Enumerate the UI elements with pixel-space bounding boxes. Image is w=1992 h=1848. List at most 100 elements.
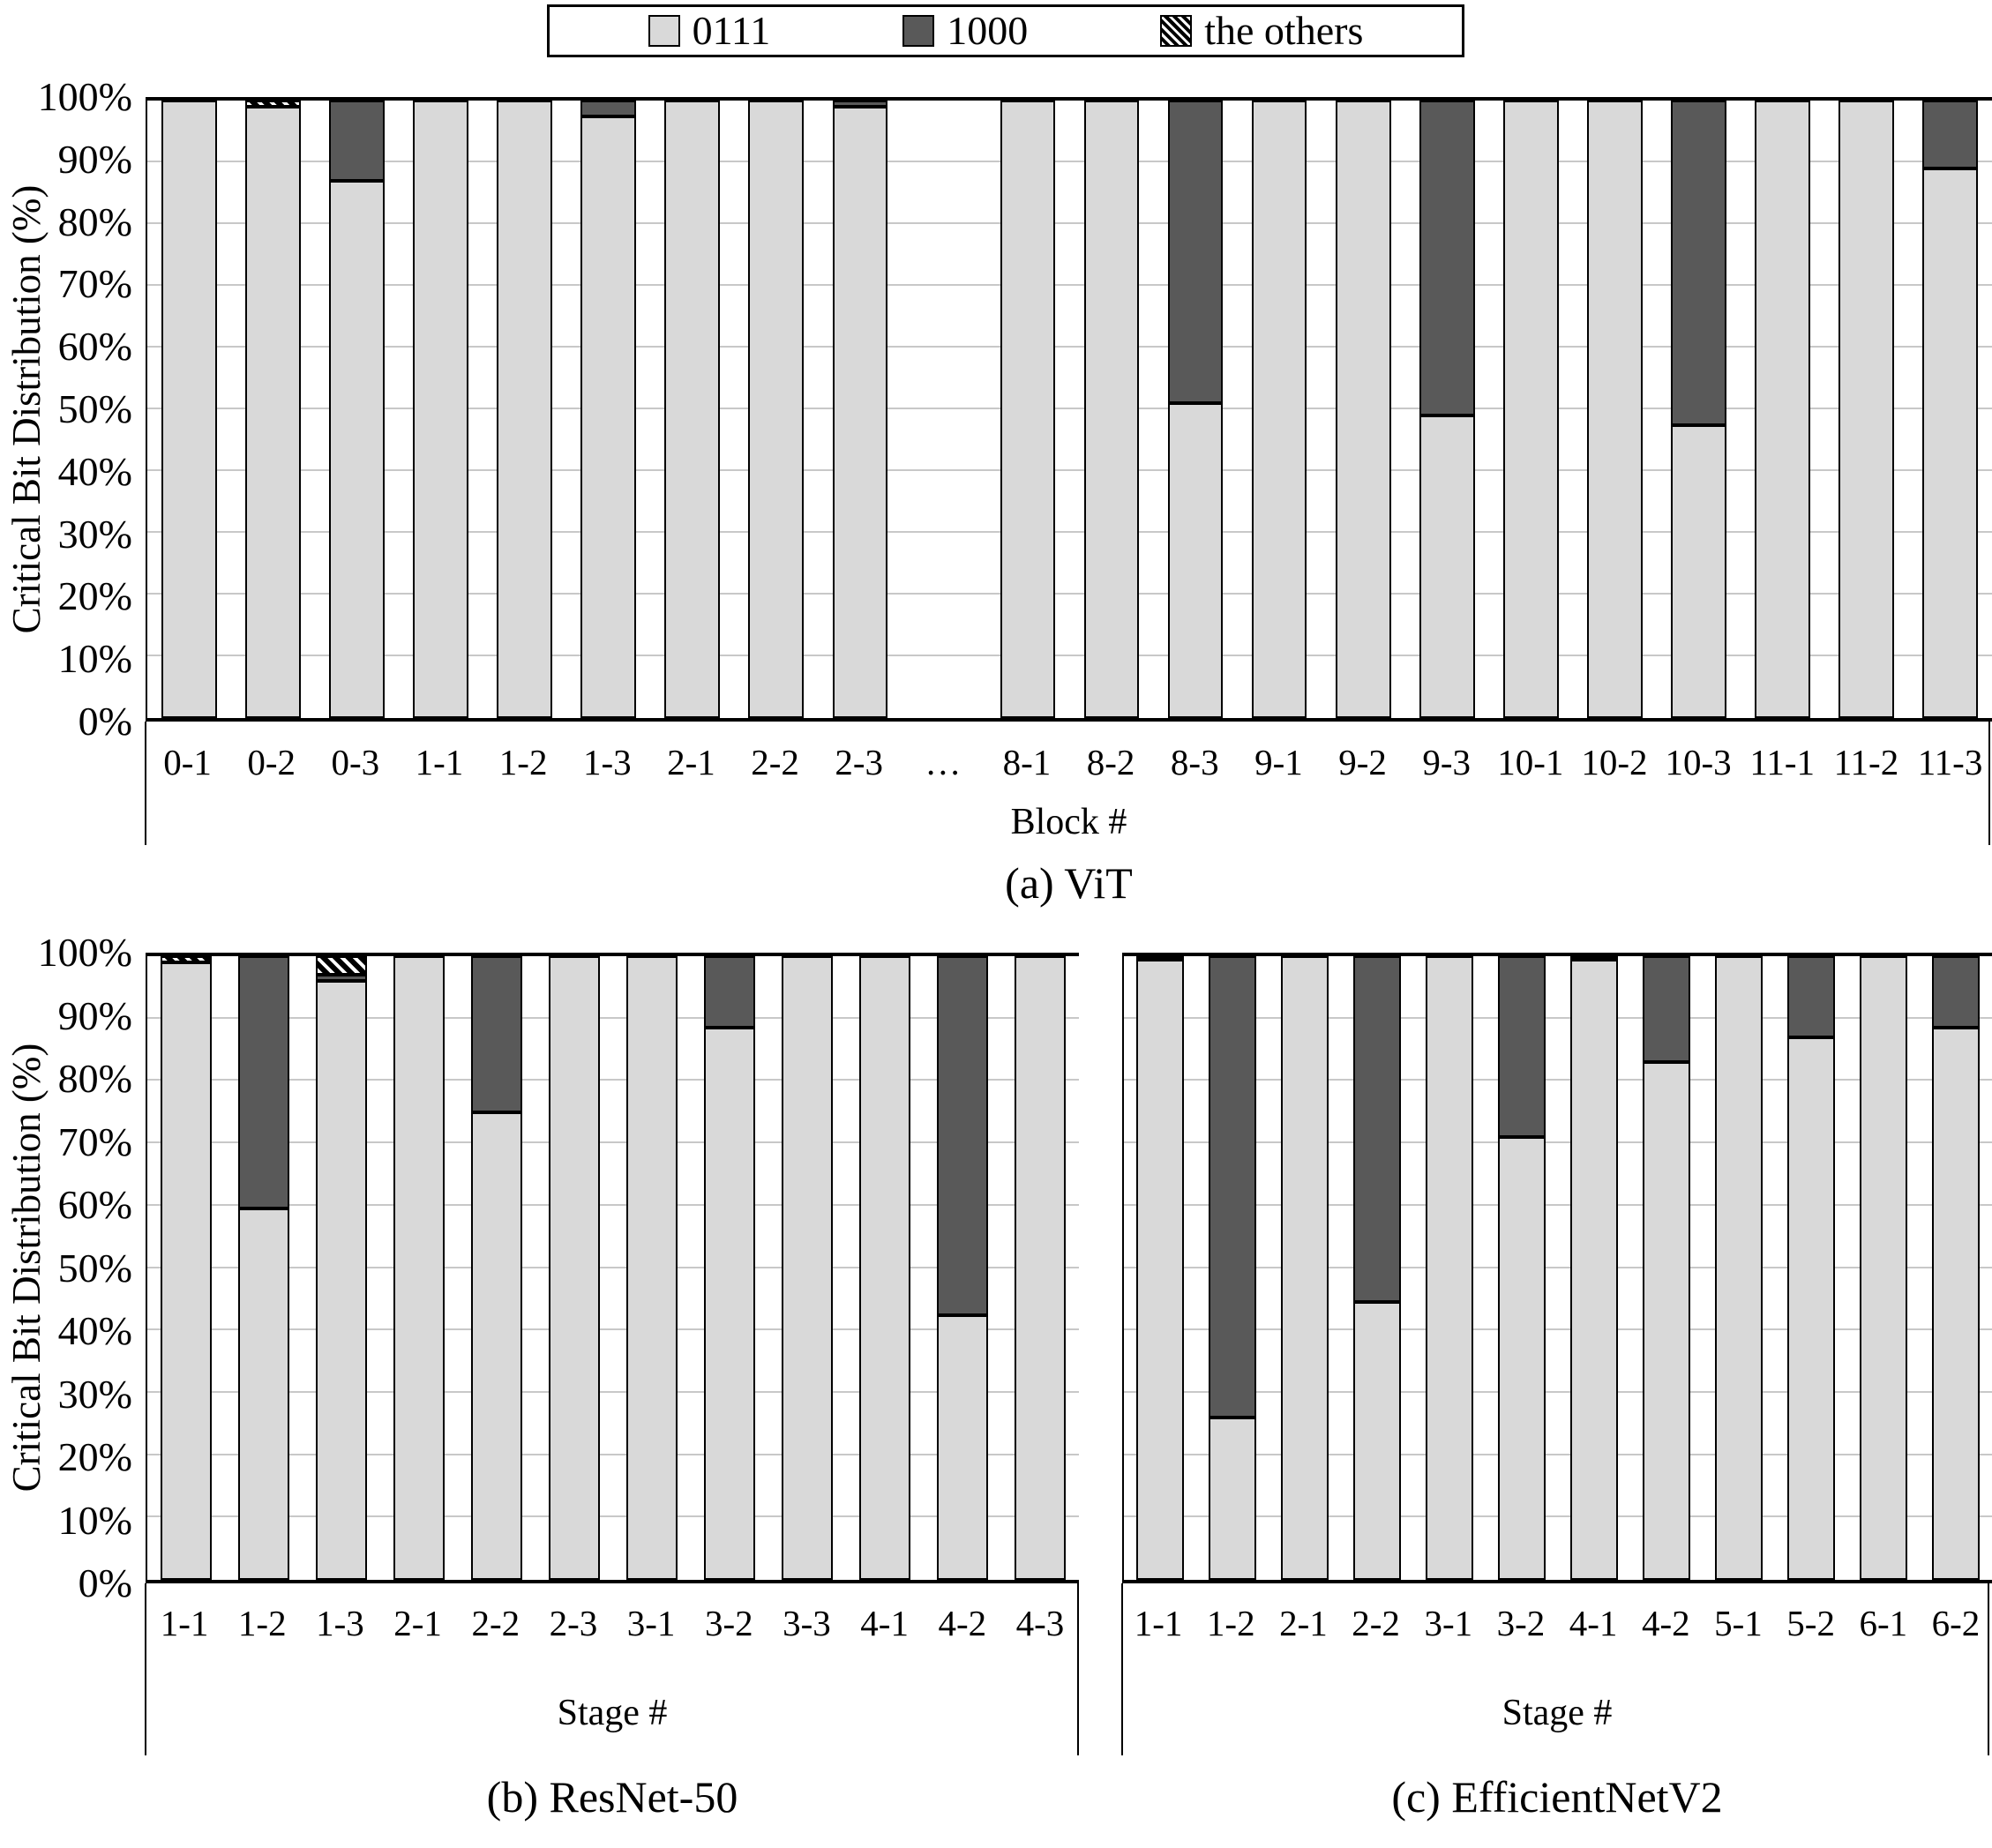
bar-segment-0111 [664,101,721,718]
x-tick-label: 3-1 [626,1603,676,1643]
x-tick-label: 2-1 [393,1603,442,1643]
bar-slot [1703,956,1775,1580]
stacked-bar [497,101,553,718]
x-tick-label: 5-2 [1786,1603,1835,1643]
legend: 0111 1000 the others [547,4,1464,57]
y-tick-label: 0% [78,1560,132,1605]
bar-segment-0111 [1352,1302,1402,1580]
gridline [1124,1141,1992,1144]
bar-slot [1001,956,1079,1580]
bar-segment-1000 [1135,955,1185,960]
bar-slot [1070,101,1154,718]
x-tick-label: 8-1 [1002,742,1052,782]
bar-segment-0111 [936,1314,989,1580]
gridline [147,1453,1079,1455]
bar-segment-0111 [548,956,601,1580]
bar-segment-0111 [470,1111,523,1580]
y-tick-label: 60% [57,1182,132,1227]
y-tick-label: 30% [57,1371,132,1417]
gridline [1124,1079,1992,1081]
bar-segment-0111 [781,956,834,1580]
y-tick-label: 0% [78,699,132,744]
gridline [1124,1266,1992,1268]
stacked-bar [580,101,637,718]
bar-slot [1413,956,1486,1580]
x-tick-label: 3-1 [1424,1603,1473,1643]
axis-bracket-right-vit [1988,722,1990,845]
bar-segment-0111 [1931,1028,1981,1580]
bar-segment-0111 [1208,1418,1257,1580]
y-tick-label: 90% [57,136,132,182]
x-tick-label: 2-2 [471,1603,520,1643]
bar-slot [566,101,650,718]
stacked-bar [1502,101,1559,718]
gridline [147,284,1992,286]
bar-segment-0111 [580,116,637,718]
bar-segment-0111 [1755,101,1810,718]
legend-label-0111: 0111 [692,8,771,53]
bar-segment-0111 [1135,959,1185,1580]
bar-segment-0111 [748,101,805,718]
stacked-bar [1280,956,1329,1580]
x-tick-label: 4-1 [1569,1603,1618,1643]
gridline [1124,1203,1992,1206]
stacked-bar [1014,956,1067,1580]
stacked-bar [1569,955,1619,1580]
x-tick-label: 9-1 [1254,742,1303,782]
bar-slot [902,101,985,718]
bar-slot [734,101,818,718]
x-tick-label: 2-2 [751,742,799,782]
stacked-bar [1786,956,1836,1580]
x-tick-label: 5-1 [1714,1603,1763,1643]
y-tick-label: 60% [57,324,132,370]
x-tick-label: 1-3 [582,742,632,782]
bar-segment-0111 [161,101,217,718]
stacked-bar [1642,956,1691,1580]
x-tick-label: 11-3 [1917,742,1983,782]
gridline [147,161,1992,162]
x-axis-title-resnet: Stage # [557,1693,668,1733]
legend-swatch-0111 [648,15,680,47]
x-tick-label: 1-2 [237,1603,287,1643]
axis-bracket-right-resnet [1077,1583,1079,1755]
x-tick-label: 2-1 [1279,1603,1328,1643]
axis-bracket-left-resnet [145,1583,146,1755]
stacked-bar [1167,101,1224,718]
bar-segment-1000 [1497,956,1546,1138]
bar-segment-1000 [315,975,368,982]
stacked-bar [1714,956,1764,1580]
y-axis-ticks-vit: 100% 90% 80% 70% 60% 50% 40% 30% 20% 10% 0% [0,77,132,742]
stacked-bar [329,101,385,718]
bar-slot [1341,956,1413,1580]
bar-segment-0111 [413,101,469,718]
legend-swatch-1000 [902,15,935,47]
x-tick-label: 2-1 [667,742,715,782]
x-tick-label: 2-3 [835,742,884,782]
stacked-bar [161,101,217,718]
bar-segment-others [245,101,301,107]
bar-slot [1824,101,1908,718]
legend-label-1000: 1000 [947,8,1029,53]
x-tick-label: 1-3 [316,1603,364,1643]
x-tick-label: 11-2 [1833,742,1899,782]
bar-slot [1486,956,1558,1580]
bar-slot [768,956,846,1580]
bar-slot [1558,955,1630,1580]
gridline [1124,1453,1992,1455]
plot-area-vit [146,97,1992,722]
bars-vit [147,101,1992,718]
bar-segment-0111 [1859,956,1908,1580]
bar-segment-0111 [703,1028,756,1580]
gridlines-vit [147,101,1992,718]
bar-segment-1000 [1671,101,1726,425]
stacked-bar [315,956,368,1580]
bar-segment-1000 [1931,956,1981,1029]
bar-slot [924,956,1001,1580]
plot-area-resnet [146,953,1079,1583]
bar-slot [1657,101,1741,718]
bar-segment-0111 [1167,403,1224,718]
bar-segment-0111 [160,962,213,1580]
stacked-bar [1251,101,1307,718]
stacked-bar [832,101,888,718]
x-tick-label: 3-2 [704,1603,753,1643]
